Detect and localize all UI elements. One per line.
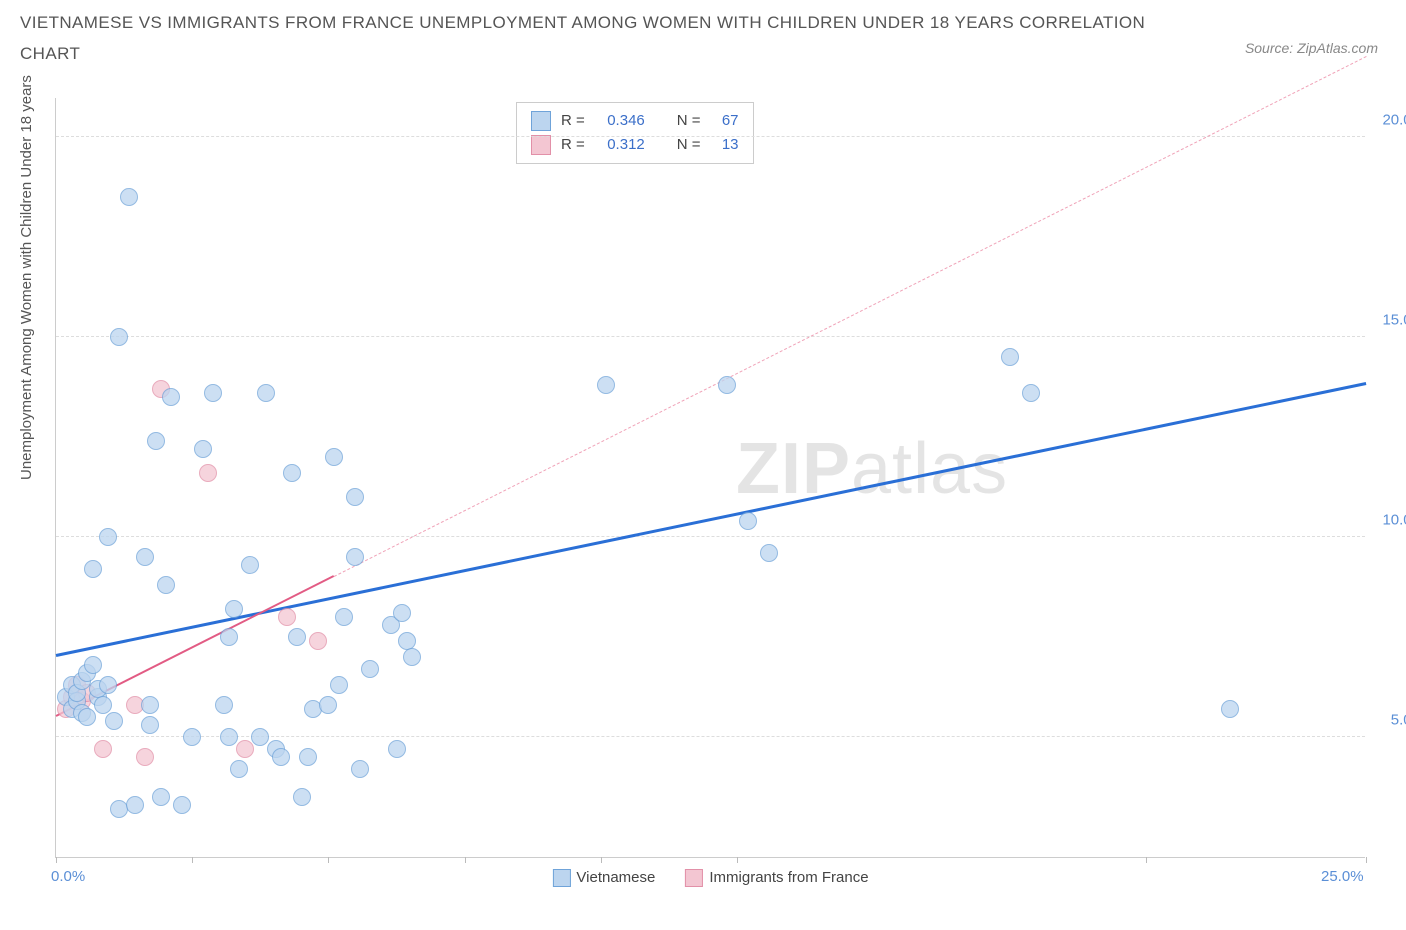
data-point-vietnamese	[183, 728, 201, 746]
data-point-vietnamese	[1221, 700, 1239, 718]
series-legend: Vietnamese Immigrants from France	[552, 869, 868, 887]
data-point-vietnamese	[220, 628, 238, 646]
data-point-vietnamese	[319, 696, 337, 714]
correlation-legend: R =0.346N =67R =0.312N =13	[516, 102, 754, 164]
data-point-france	[94, 740, 112, 758]
legend-item: Immigrants from France	[685, 869, 868, 887]
data-point-vietnamese	[94, 696, 112, 714]
n-value: 67	[711, 109, 739, 133]
data-point-vietnamese	[157, 576, 175, 594]
data-point-france	[136, 748, 154, 766]
data-point-vietnamese	[78, 708, 96, 726]
data-point-vietnamese	[173, 796, 191, 814]
gridline	[56, 136, 1365, 137]
x-tick-label: 25.0%	[1321, 868, 1364, 885]
data-point-vietnamese	[272, 748, 290, 766]
chart-title: VIETNAMESE VS IMMIGRANTS FROM FRANCE UNE…	[20, 8, 1206, 69]
data-point-vietnamese	[204, 384, 222, 402]
data-point-vietnamese	[403, 648, 421, 666]
data-point-vietnamese	[288, 628, 306, 646]
scatter-plot-area: ZIPatlas R =0.346N =67R =0.312N =13 Viet…	[55, 98, 1365, 858]
trend-line	[333, 56, 1366, 577]
data-point-vietnamese	[84, 560, 102, 578]
legend-item: Vietnamese	[552, 869, 655, 887]
data-point-vietnamese	[361, 660, 379, 678]
gridline	[56, 536, 1365, 537]
legend-label: Vietnamese	[576, 869, 655, 886]
y-axis-title: Unemployment Among Women with Children U…	[18, 75, 35, 480]
data-point-vietnamese	[194, 440, 212, 458]
y-tick-label: 5.0%	[1370, 712, 1406, 729]
data-point-vietnamese	[393, 604, 411, 622]
data-point-vietnamese	[325, 448, 343, 466]
data-point-vietnamese	[760, 544, 778, 562]
x-tick-label: 0.0%	[51, 868, 85, 885]
data-point-vietnamese	[141, 696, 159, 714]
data-point-france	[199, 464, 217, 482]
legend-swatch	[552, 869, 570, 887]
data-point-vietnamese	[351, 760, 369, 778]
data-point-vietnamese	[346, 488, 364, 506]
data-point-vietnamese	[152, 788, 170, 806]
data-point-vietnamese	[84, 656, 102, 674]
data-point-vietnamese	[162, 388, 180, 406]
legend-swatch	[531, 135, 551, 155]
data-point-vietnamese	[110, 328, 128, 346]
data-point-vietnamese	[136, 548, 154, 566]
data-point-vietnamese	[1022, 384, 1040, 402]
data-point-vietnamese	[251, 728, 269, 746]
data-point-vietnamese	[388, 740, 406, 758]
data-point-vietnamese	[293, 788, 311, 806]
y-tick-label: 15.0%	[1370, 312, 1406, 329]
r-value: 0.346	[595, 109, 645, 133]
legend-swatch	[685, 869, 703, 887]
source-attribution: Source: ZipAtlas.com	[1245, 40, 1378, 56]
data-point-vietnamese	[225, 600, 243, 618]
watermark: ZIPatlas	[736, 428, 1008, 510]
data-point-france	[236, 740, 254, 758]
r-label: R =	[561, 109, 585, 133]
data-point-vietnamese	[126, 796, 144, 814]
data-point-vietnamese	[739, 512, 757, 530]
y-tick-label: 20.0%	[1370, 112, 1406, 129]
watermark-bold: ZIP	[736, 429, 851, 509]
y-tick-label: 10.0%	[1370, 512, 1406, 529]
data-point-vietnamese	[99, 528, 117, 546]
data-point-vietnamese	[230, 760, 248, 778]
data-point-vietnamese	[597, 376, 615, 394]
data-point-vietnamese	[147, 432, 165, 450]
data-point-vietnamese	[241, 556, 259, 574]
x-tick	[56, 857, 57, 863]
data-point-vietnamese	[1001, 348, 1019, 366]
data-point-vietnamese	[215, 696, 233, 714]
x-tick	[1146, 857, 1147, 863]
data-point-vietnamese	[718, 376, 736, 394]
gridline	[56, 336, 1365, 337]
data-point-vietnamese	[335, 608, 353, 626]
data-point-vietnamese	[105, 712, 123, 730]
data-point-vietnamese	[220, 728, 238, 746]
x-tick	[192, 857, 193, 863]
x-tick	[601, 857, 602, 863]
legend-swatch	[531, 111, 551, 131]
x-tick	[465, 857, 466, 863]
x-tick	[737, 857, 738, 863]
data-point-vietnamese	[346, 548, 364, 566]
watermark-rest: atlas	[851, 429, 1008, 509]
title-block: VIETNAMESE VS IMMIGRANTS FROM FRANCE UNE…	[20, 8, 1206, 69]
data-point-vietnamese	[283, 464, 301, 482]
n-label: N =	[677, 109, 701, 133]
data-point-vietnamese	[99, 676, 117, 694]
data-point-france	[278, 608, 296, 626]
data-point-france	[309, 632, 327, 650]
legend-row: R = 0.346 N = 67	[531, 109, 739, 133]
x-tick	[328, 857, 329, 863]
data-point-vietnamese	[141, 716, 159, 734]
data-point-vietnamese	[120, 188, 138, 206]
data-point-vietnamese	[257, 384, 275, 402]
legend-label: Immigrants from France	[709, 869, 868, 886]
x-tick	[1366, 857, 1367, 863]
data-point-vietnamese	[330, 676, 348, 694]
data-point-vietnamese	[299, 748, 317, 766]
